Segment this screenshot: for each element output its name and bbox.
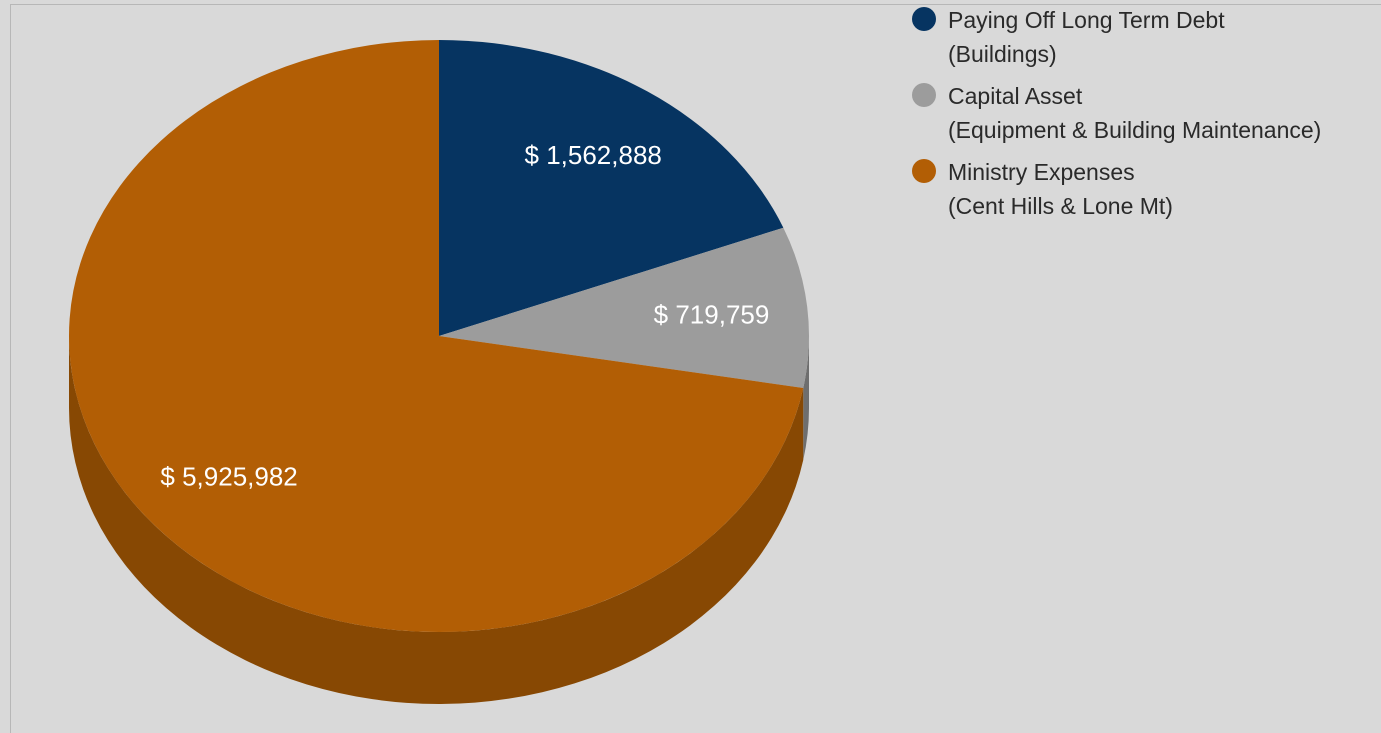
legend-label-line-1: Ministry Expenses bbox=[948, 159, 1135, 185]
chart-border-left bbox=[10, 4, 11, 733]
pie-slice-2[interactable] bbox=[439, 227, 809, 388]
pie-slice-side-2 bbox=[803, 336, 809, 460]
legend-color-dot bbox=[912, 159, 936, 183]
legend-label-line-1: Capital Asset bbox=[948, 83, 1083, 109]
chart-border-top bbox=[10, 4, 1381, 5]
pie-value-label-2: $ 719,759 bbox=[654, 299, 770, 329]
chart-legend: Paying Off Long Term Debt (Buildings) Capi… bbox=[910, 3, 1321, 231]
pie-slice-side-3 bbox=[69, 336, 804, 705]
legend-label-line-2: (Equipment & Building Maintenance) bbox=[948, 117, 1322, 143]
pie-depth-layer bbox=[69, 336, 809, 705]
legend-label-line-2: (Buildings) bbox=[948, 41, 1057, 67]
pie-value-label-1: $ 1,562,888 bbox=[525, 140, 662, 170]
legend-item-1[interactable]: Paying Off Long Term Debt (Buildings) bbox=[910, 3, 1321, 71]
pie-slice-1[interactable] bbox=[439, 40, 784, 336]
pie-value-label-3: $ 5,925,982 bbox=[160, 462, 297, 492]
legend-label-line-1: Paying Off Long Term Debt bbox=[948, 7, 1225, 33]
legend-item-3[interactable]: Ministry Expenses (Cent Hills & Lone Mt) bbox=[910, 155, 1321, 223]
legend-item-2[interactable]: Capital Asset (Equipment & Building Maint… bbox=[910, 79, 1321, 147]
pie-slice-3[interactable] bbox=[69, 40, 804, 632]
legend-color-dot bbox=[912, 83, 936, 107]
legend-color-dot bbox=[912, 7, 936, 31]
pie-value-labels: $ 1,562,888 $ 719,759 $ 5,925,982 bbox=[160, 140, 769, 492]
legend-label-line-2: (Cent Hills & Lone Mt) bbox=[948, 193, 1173, 219]
pie-top-layer bbox=[69, 40, 809, 632]
